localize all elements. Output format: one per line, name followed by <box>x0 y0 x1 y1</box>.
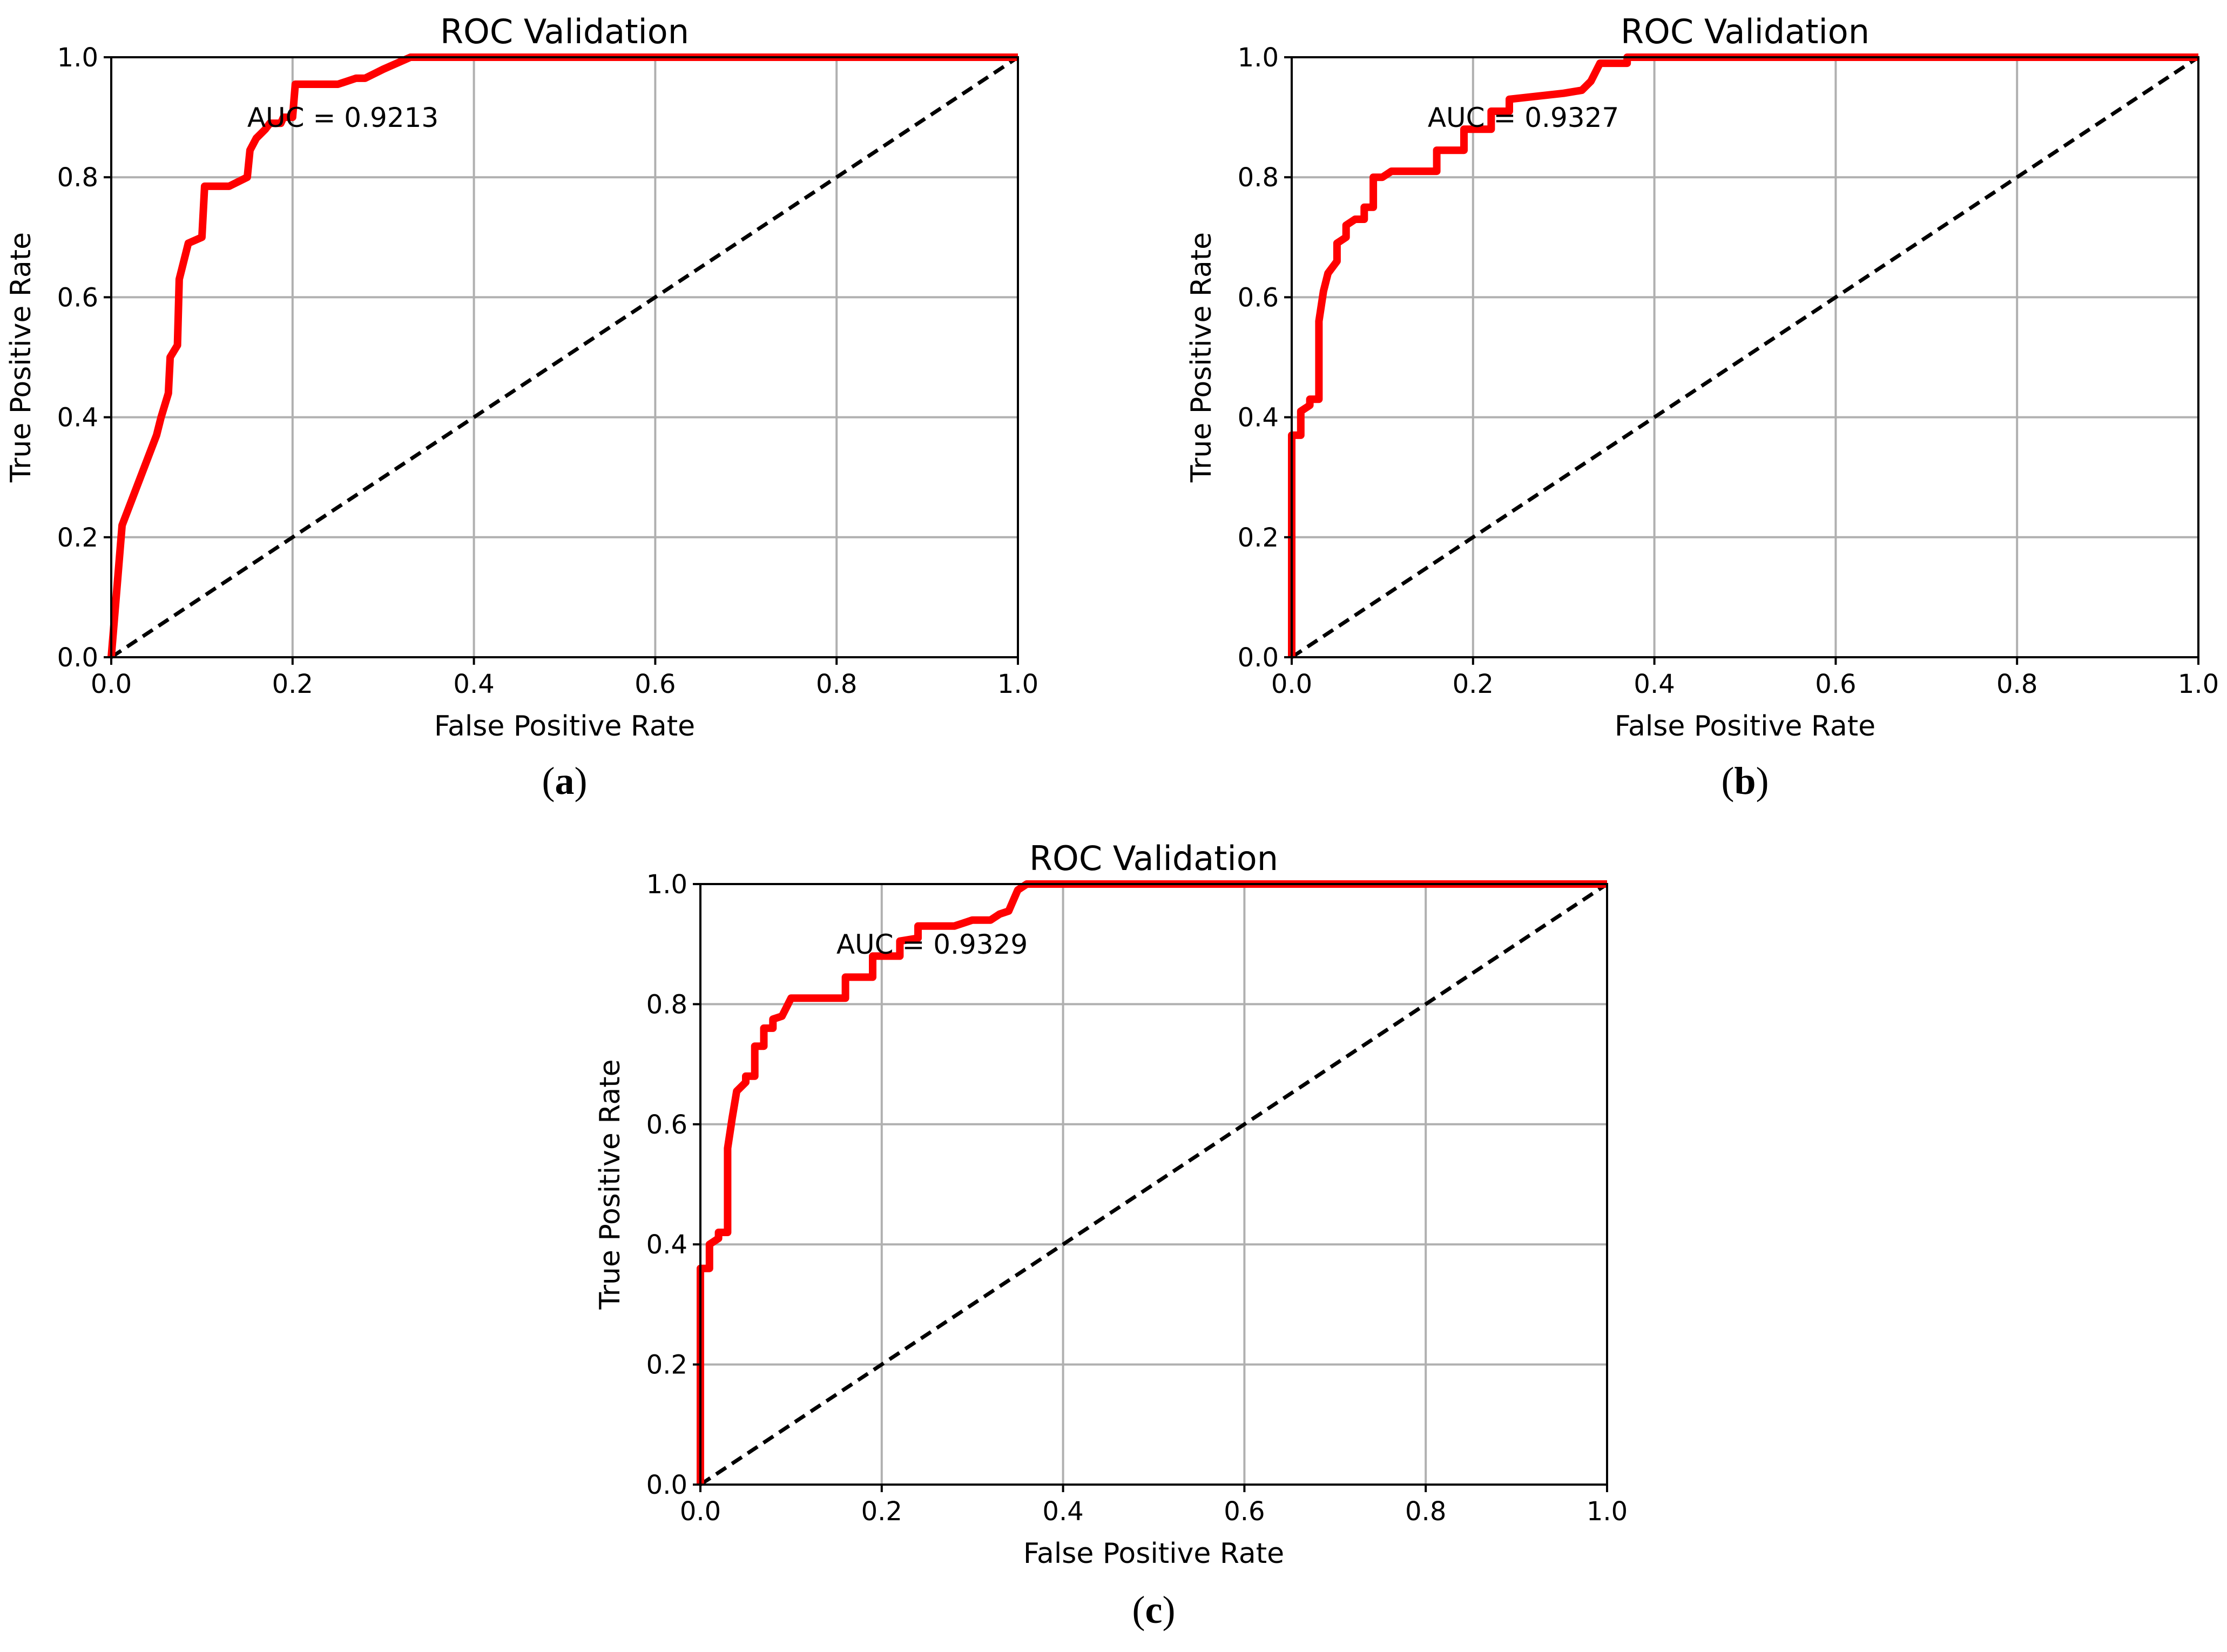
x-tick-label: 0.0 <box>91 669 132 699</box>
y-tick-label: 1.0 <box>646 869 687 900</box>
chance-diagonal-line <box>110 56 1019 659</box>
x-tick-label: 0.8 <box>1996 669 2037 699</box>
plot-frame <box>110 56 1019 658</box>
roc-panel-c: 0.0 0.2 0.4 0.6 0.8 1.0 0.0 0.2 0.4 0.6 0.8 1.0 ROC … <box>594 839 1628 1631</box>
panel-caption: (b) <box>1721 759 1769 803</box>
auc-annotation: AUC = 0.9213 <box>247 102 438 133</box>
x-tick-label: 0.4 <box>453 669 494 699</box>
caption-letter: c <box>1145 1588 1163 1631</box>
y-tick-label: 0.0 <box>646 1470 687 1500</box>
roc-curve <box>697 880 1607 1485</box>
plot-frame <box>1291 56 2199 658</box>
chart-title: ROC Validation <box>1621 12 1870 51</box>
y-tick-label: 0.4 <box>646 1230 687 1260</box>
chance-diagonal-line <box>699 882 1608 1486</box>
y-axis-label: True Positive Rate <box>1185 232 1218 483</box>
x-tick-label: 0.0 <box>1271 669 1312 699</box>
y-tick-label: 0.8 <box>646 989 687 1020</box>
x-axis-label: False Positive Rate <box>1023 1538 1284 1570</box>
panel-caption: (c) <box>1132 1588 1176 1631</box>
x-axis-label: False Positive Rate <box>1615 710 1875 743</box>
auc-annotation: AUC = 0.9329 <box>836 929 1028 960</box>
caption-close-paren: ) <box>1756 759 1769 803</box>
y-axis-label: True Positive Rate <box>594 1059 626 1310</box>
roc-panel-b: 0.0 0.2 0.4 0.6 0.8 1.0 0.0 0.2 0.4 0.6 0.8 1.0 ROC … <box>1185 12 2219 803</box>
plot-frame <box>699 883 1608 1486</box>
chart-title: ROC Validation <box>440 12 689 51</box>
x-tick-label: 0.8 <box>816 669 857 699</box>
y-tick-label: 0.6 <box>57 282 98 313</box>
y-tick-label: 0.0 <box>57 643 98 673</box>
x-tick-label: 1.0 <box>1587 1496 1628 1527</box>
auc-annotation: AUC = 0.9327 <box>1428 102 1619 133</box>
y-tick-label: 0.2 <box>646 1350 687 1380</box>
y-tick-label: 0.2 <box>57 523 98 553</box>
x-tick-label: 0.6 <box>1224 1496 1265 1527</box>
caption-open-paren: ( <box>1132 1588 1145 1631</box>
x-tick-label: 1.0 <box>997 669 1038 699</box>
x-tick-label: 0.4 <box>1042 1496 1083 1527</box>
y-tick-label: 0.8 <box>57 163 98 193</box>
x-tick-label: 0.8 <box>1405 1496 1446 1527</box>
x-tick-label: 0.6 <box>1815 669 1856 699</box>
y-tick-label: 0.0 <box>1238 643 1279 673</box>
x-tick-label: 0.2 <box>272 669 313 699</box>
x-tick-label: 0.0 <box>680 1496 721 1527</box>
x-axis-label: False Positive Rate <box>434 710 695 743</box>
y-axis-label: True Positive Rate <box>5 232 37 483</box>
y-tick-label: 0.6 <box>646 1110 687 1140</box>
x-tick-label: 0.4 <box>1634 669 1675 699</box>
y-tick-label: 1.0 <box>1238 43 1279 73</box>
y-tick-label: 0.4 <box>57 403 98 433</box>
y-tick-label: 0.8 <box>1238 163 1279 193</box>
caption-letter: b <box>1734 759 1756 803</box>
caption-open-paren: ( <box>1721 759 1734 803</box>
x-tick-label: 0.2 <box>1453 669 1494 699</box>
roc-panel-a: 0.0 0.2 0.4 0.6 0.8 1.0 0.0 0.2 0.4 0.6 0.8 1.0 ROC … <box>5 12 1038 803</box>
y-tick-label: 0.2 <box>1238 523 1279 553</box>
caption-close-paren: ) <box>575 759 588 803</box>
y-tick-label: 0.6 <box>1238 282 1279 313</box>
panel-caption: (a) <box>542 759 588 803</box>
x-tick-label: 0.6 <box>635 669 676 699</box>
roc-curve <box>1288 53 2198 657</box>
caption-close-paren: ) <box>1162 1588 1175 1631</box>
chance-diagonal-line <box>1291 56 2199 659</box>
caption-open-paren: ( <box>542 759 555 803</box>
x-tick-label: 0.2 <box>861 1496 902 1527</box>
roc-curve <box>107 53 1018 658</box>
y-tick-label: 0.4 <box>1238 403 1279 433</box>
x-tick-label: 1.0 <box>2178 669 2219 699</box>
y-tick-label: 1.0 <box>57 43 98 73</box>
caption-letter: a <box>555 759 575 803</box>
chart-title: ROC Validation <box>1029 839 1278 878</box>
